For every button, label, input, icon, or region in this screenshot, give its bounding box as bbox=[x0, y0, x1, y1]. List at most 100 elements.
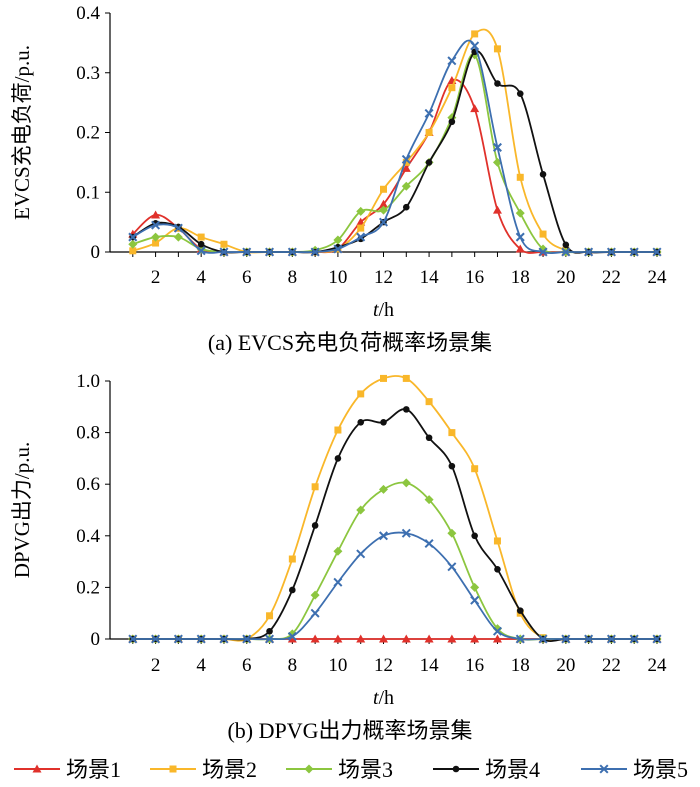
data-point bbox=[606, 634, 616, 644]
x-tick-label: 24 bbox=[648, 267, 668, 288]
data-point bbox=[173, 232, 183, 242]
data-point bbox=[402, 374, 410, 382]
series-4 bbox=[129, 406, 661, 643]
x-tick-label: 2 bbox=[151, 655, 161, 676]
series-line bbox=[132, 531, 657, 641]
x-tick-label: 4 bbox=[196, 267, 206, 288]
data-point bbox=[470, 595, 480, 605]
data-point bbox=[652, 247, 662, 257]
x-tick-label: 10 bbox=[328, 655, 347, 676]
data-point bbox=[492, 626, 502, 636]
data-point bbox=[287, 629, 297, 639]
data-point bbox=[128, 634, 138, 644]
data-point bbox=[380, 374, 387, 382]
data-point bbox=[128, 232, 138, 242]
data-point bbox=[402, 158, 410, 166]
y-tick-label: 0.2 bbox=[76, 123, 100, 144]
data-point bbox=[448, 429, 456, 437]
data-point bbox=[515, 232, 525, 242]
data-point bbox=[402, 406, 410, 413]
series-line bbox=[132, 481, 657, 641]
data-point bbox=[333, 235, 343, 245]
series-5 bbox=[128, 39, 662, 257]
data-point bbox=[424, 495, 434, 505]
data-point bbox=[333, 546, 343, 556]
data-point bbox=[516, 607, 524, 614]
data-point bbox=[424, 539, 434, 549]
data-point bbox=[471, 532, 478, 540]
data-point bbox=[151, 634, 161, 644]
data-point bbox=[152, 239, 160, 247]
x-axis-label: t/h bbox=[373, 687, 394, 709]
data-point bbox=[401, 528, 411, 538]
x-axis-label-var: t bbox=[373, 687, 379, 709]
data-point bbox=[380, 185, 387, 193]
data-point bbox=[424, 108, 434, 118]
data-point bbox=[401, 163, 411, 172]
chart-caption: (b) DPVG出力概率场景集 bbox=[227, 718, 472, 743]
chart-a-evcs-load: 00.10.20.30.42 4 6 8 10 12 14 16 18 20 22 24EVCS充电负… bbox=[10, 3, 667, 355]
y-tick-label: 0.4 bbox=[76, 3, 100, 24]
data-point bbox=[287, 247, 297, 257]
data-point bbox=[494, 566, 501, 573]
data-point bbox=[357, 390, 365, 398]
y-tick-label: 0 bbox=[91, 242, 101, 263]
legend-item-4: 场景4 bbox=[433, 757, 540, 782]
data-point bbox=[447, 528, 457, 538]
data-point bbox=[357, 418, 365, 426]
x-tick-label: 16 bbox=[465, 267, 484, 288]
y-tick-label: 0.3 bbox=[76, 63, 100, 84]
data-point bbox=[288, 555, 296, 563]
data-point bbox=[378, 217, 389, 227]
data-point bbox=[471, 465, 479, 473]
data-point bbox=[242, 634, 252, 644]
data-point bbox=[196, 634, 206, 644]
data-point bbox=[379, 199, 388, 208]
data-point bbox=[561, 634, 571, 644]
data-point bbox=[379, 205, 388, 215]
x-tick-label: 20 bbox=[556, 267, 575, 288]
data-point bbox=[515, 634, 525, 644]
y-axis-label: DPVG出力/p.u. bbox=[10, 442, 34, 579]
chart-caption: (a) EVCS充电负荷概率场景集 bbox=[208, 330, 492, 355]
data-point bbox=[471, 30, 479, 38]
series-line bbox=[132, 50, 657, 254]
data-point bbox=[424, 634, 434, 643]
data-point bbox=[470, 582, 480, 592]
data-point bbox=[539, 230, 547, 238]
legend-item-5: 场景5 bbox=[581, 757, 688, 782]
series-3 bbox=[128, 478, 662, 644]
data-point bbox=[447, 634, 457, 643]
legend-item-3: 场景3 bbox=[286, 757, 393, 782]
data-point bbox=[493, 537, 501, 545]
data-point bbox=[584, 634, 594, 644]
data-point bbox=[380, 418, 387, 426]
data-point bbox=[515, 208, 525, 218]
legend-item-2: 场景2 bbox=[150, 757, 257, 782]
legend-label: 场景4 bbox=[485, 757, 540, 782]
y-tick-label: 1.0 bbox=[76, 371, 100, 392]
x-tick-label: 12 bbox=[374, 267, 393, 288]
y-tick-label: 0 bbox=[91, 629, 101, 650]
data-point bbox=[379, 634, 388, 643]
data-point bbox=[356, 206, 366, 216]
data-point bbox=[539, 171, 547, 178]
data-point bbox=[173, 634, 183, 644]
data-point bbox=[470, 41, 480, 51]
data-point bbox=[310, 247, 320, 257]
data-point bbox=[266, 612, 274, 620]
x-tick-label: 16 bbox=[465, 655, 484, 676]
x-tick-label: 22 bbox=[602, 267, 621, 288]
x-tick-label: 24 bbox=[648, 655, 668, 676]
data-point bbox=[629, 634, 639, 644]
x-tick-label: 22 bbox=[602, 655, 621, 676]
data-point bbox=[492, 205, 502, 214]
x-tick-label: 18 bbox=[511, 655, 530, 676]
legend: 场景1 场景2 场景3 场景4 场景5 bbox=[14, 757, 688, 782]
data-point bbox=[310, 608, 320, 618]
series-line bbox=[132, 53, 657, 254]
data-point bbox=[448, 118, 456, 126]
y-tick-label: 0.6 bbox=[76, 474, 100, 495]
data-point bbox=[333, 634, 343, 643]
data-point bbox=[425, 434, 433, 442]
